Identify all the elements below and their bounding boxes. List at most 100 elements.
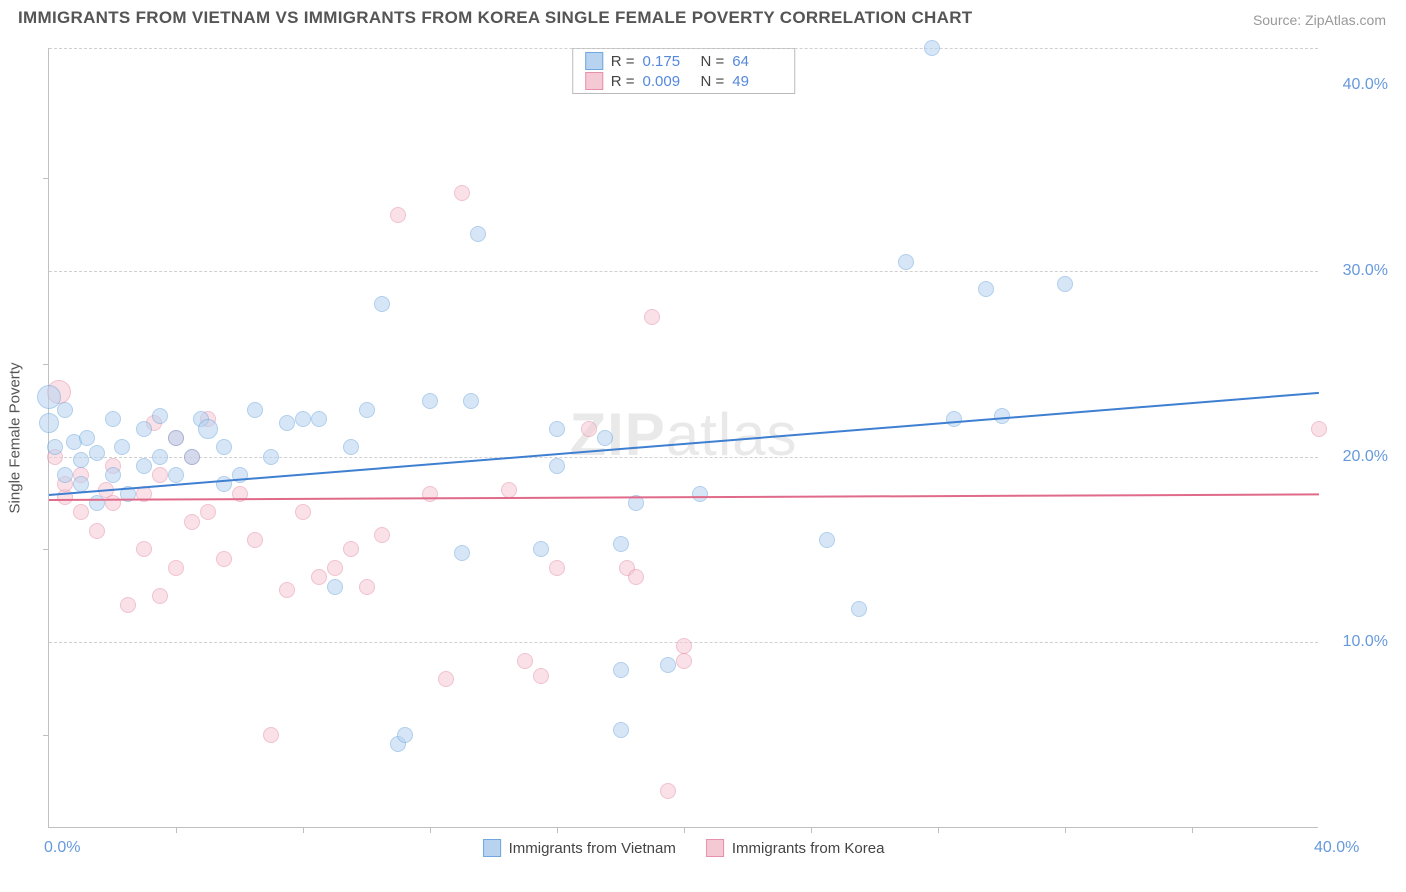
r-value-vietnam: 0.175 (643, 53, 693, 70)
scatter-point-korea (517, 653, 533, 669)
scatter-point-korea (105, 495, 121, 511)
scatter-point-vietnam (1057, 276, 1073, 292)
scatter-point-korea (152, 588, 168, 604)
scatter-point-vietnam (216, 439, 232, 455)
x-tick (1192, 827, 1193, 833)
scatter-point-vietnam (136, 421, 152, 437)
gridline (49, 271, 1318, 272)
scatter-point-vietnam (660, 657, 676, 673)
x-tick (1065, 827, 1066, 833)
trendline (49, 392, 1319, 496)
scatter-point-vietnam (422, 393, 438, 409)
scatter-point-korea (533, 668, 549, 684)
scatter-point-korea (676, 653, 692, 669)
scatter-point-vietnam (57, 402, 73, 418)
x-tick (684, 827, 685, 833)
scatter-point-korea (279, 582, 295, 598)
scatter-point-korea (327, 560, 343, 576)
scatter-point-korea (374, 527, 390, 543)
series-legend: Immigrants from Vietnam Immigrants from … (483, 839, 885, 857)
y-tick (43, 364, 49, 365)
y-tick (43, 549, 49, 550)
scatter-point-vietnam (136, 458, 152, 474)
scatter-point-vietnam (692, 486, 708, 502)
scatter-point-vietnam (327, 579, 343, 595)
x-axis-label: 40.0% (1314, 839, 1359, 857)
scatter-point-vietnam (114, 439, 130, 455)
scatter-point-vietnam (597, 430, 613, 446)
scatter-point-korea (200, 504, 216, 520)
x-axis-label: 0.0% (44, 839, 80, 857)
scatter-point-vietnam (295, 411, 311, 427)
scatter-point-korea (644, 309, 660, 325)
scatter-point-korea (152, 467, 168, 483)
scatter-point-vietnam (978, 281, 994, 297)
scatter-point-vietnam (198, 419, 218, 439)
scatter-point-korea (89, 523, 105, 539)
x-tick (303, 827, 304, 833)
scatter-point-vietnam (924, 40, 940, 56)
scatter-point-vietnam (57, 467, 73, 483)
scatter-point-korea (628, 569, 644, 585)
source-attribution: Source: ZipAtlas.com (1253, 12, 1386, 28)
n-label: N = (701, 53, 725, 70)
scatter-point-korea (343, 541, 359, 557)
scatter-point-korea (295, 504, 311, 520)
scatter-point-vietnam (533, 541, 549, 557)
scatter-point-vietnam (470, 226, 486, 242)
scatter-point-vietnam (263, 449, 279, 465)
scatter-point-vietnam (397, 727, 413, 743)
y-tick-label: 40.0% (1328, 76, 1388, 94)
n-value-vietnam: 64 (732, 53, 782, 70)
scatter-point-vietnam (184, 449, 200, 465)
scatter-point-vietnam (39, 413, 59, 433)
scatter-point-vietnam (47, 439, 63, 455)
y-tick (43, 735, 49, 736)
scatter-point-korea (120, 597, 136, 613)
scatter-point-vietnam (279, 415, 295, 431)
scatter-point-korea (501, 482, 517, 498)
scatter-point-vietnam (898, 254, 914, 270)
scatter-point-vietnam (374, 296, 390, 312)
x-tick (557, 827, 558, 833)
scatter-point-vietnam (819, 532, 835, 548)
scatter-point-vietnam (613, 662, 629, 678)
legend-item-vietnam: Immigrants from Vietnam (483, 839, 676, 857)
scatter-point-korea (581, 421, 597, 437)
legend-row-korea: R = 0.009 N = 49 (573, 71, 795, 91)
legend-label-korea: Immigrants from Korea (732, 840, 885, 857)
scatter-point-korea (454, 185, 470, 201)
swatch-korea (706, 839, 724, 857)
correlation-legend: R = 0.175 N = 64 R = 0.009 N = 49 (572, 48, 796, 94)
swatch-korea (585, 72, 603, 90)
scatter-point-vietnam (247, 402, 263, 418)
scatter-point-vietnam (89, 495, 105, 511)
scatter-point-vietnam (613, 536, 629, 552)
scatter-point-vietnam (89, 445, 105, 461)
y-tick-label: 20.0% (1328, 448, 1388, 466)
scatter-point-vietnam (79, 430, 95, 446)
scatter-point-vietnam (105, 467, 121, 483)
scatter-point-vietnam (152, 449, 168, 465)
scatter-point-vietnam (311, 411, 327, 427)
swatch-vietnam (585, 52, 603, 70)
scatter-point-korea (1311, 421, 1327, 437)
scatter-point-korea (263, 727, 279, 743)
scatter-point-vietnam (454, 545, 470, 561)
r-value-korea: 0.009 (643, 73, 693, 90)
x-tick (811, 827, 812, 833)
scatter-point-vietnam (152, 408, 168, 424)
scatter-point-vietnam (359, 402, 375, 418)
scatter-point-vietnam (613, 722, 629, 738)
scatter-point-vietnam (105, 411, 121, 427)
gridline (49, 457, 1318, 458)
scatter-point-vietnam (946, 411, 962, 427)
n-value-korea: 49 (732, 73, 782, 90)
x-tick (938, 827, 939, 833)
scatter-point-vietnam (168, 430, 184, 446)
scatter-point-vietnam (851, 601, 867, 617)
scatter-point-korea (311, 569, 327, 585)
y-tick-label: 30.0% (1328, 262, 1388, 280)
scatter-point-vietnam (168, 467, 184, 483)
chart-title: IMMIGRANTS FROM VIETNAM VS IMMIGRANTS FR… (18, 8, 972, 28)
